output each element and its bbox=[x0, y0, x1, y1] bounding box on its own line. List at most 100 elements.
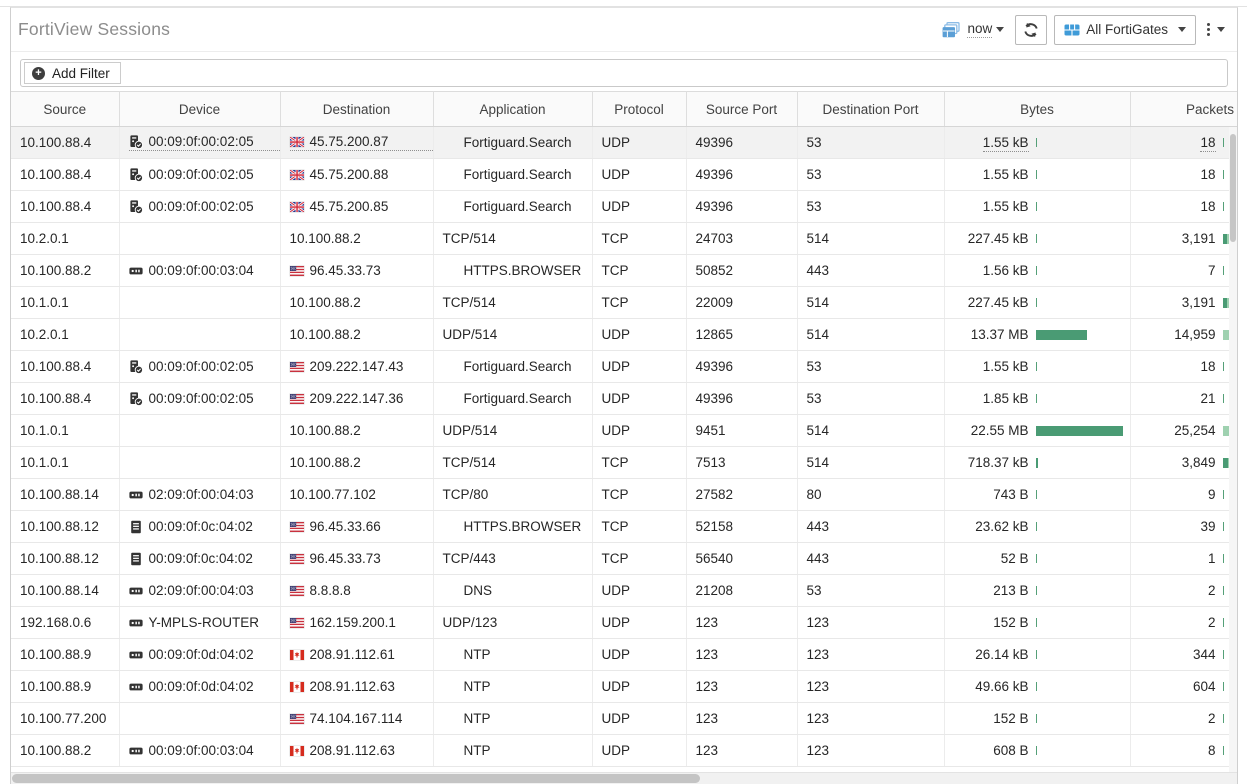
destination-ip[interactable]: 10.100.88.2 bbox=[289, 423, 361, 438]
device-id[interactable]: 02:09:0f:00:04:03 bbox=[148, 487, 254, 502]
column-header-device[interactable]: Device bbox=[119, 91, 281, 127]
application-name[interactable]: Fortiguard.Search bbox=[463, 167, 572, 182]
time-period-dropdown[interactable]: now bbox=[967, 21, 1005, 38]
destination-ip[interactable]: 8.8.8.8 bbox=[309, 583, 351, 598]
vertical-scrollbar-thumb[interactable] bbox=[1230, 134, 1236, 242]
horizontal-scrollbar-thumb[interactable] bbox=[12, 774, 700, 783]
bytes-value[interactable]: 152 B bbox=[993, 711, 1029, 726]
packets-value[interactable]: 2 bbox=[1207, 583, 1216, 598]
application-name[interactable]: UDP/514 bbox=[442, 423, 498, 438]
packets-value[interactable]: 18 bbox=[1200, 199, 1216, 214]
table-row[interactable]: 10.100.88.14 02:09:0f:00:04:03 8.8.8.8 DNS U… bbox=[11, 574, 1237, 607]
device-id[interactable]: 00:09:0f:00:03:04 bbox=[148, 263, 254, 278]
table-row[interactable]: 10.2.0.1 10.100.88.2 UDP/514 UDP 12865 514 13.… bbox=[11, 318, 1237, 351]
packets-value[interactable]: 39 bbox=[1200, 519, 1216, 534]
vertical-scrollbar[interactable] bbox=[1229, 127, 1237, 772]
destination-ip[interactable]: 162.159.200.1 bbox=[309, 615, 396, 630]
device-id[interactable]: Y-MPLS-ROUTER bbox=[148, 615, 260, 630]
source-ip[interactable]: 10.100.88.9 bbox=[20, 647, 92, 662]
bytes-value[interactable]: 1.85 kB bbox=[982, 391, 1029, 406]
bytes-value[interactable]: 152 B bbox=[993, 615, 1029, 630]
device-id[interactable]: 00:09:0f:00:02:05 bbox=[148, 359, 254, 374]
application-name[interactable]: UDP/123 bbox=[442, 615, 498, 630]
source-ip[interactable]: 10.100.88.14 bbox=[20, 583, 99, 598]
column-header-packets[interactable]: Packets bbox=[1130, 91, 1237, 127]
destination-ip[interactable]: 96.45.33.73 bbox=[309, 551, 381, 566]
destination-ip[interactable]: 10.100.88.2 bbox=[289, 327, 361, 342]
fortigate-selector-dropdown[interactable]: All FortiGates bbox=[1054, 14, 1196, 45]
table-row[interactable]: 10.100.88.9 00:09:0f:0d:04:02 208.91.112.6… bbox=[11, 670, 1237, 703]
source-ip[interactable]: 10.100.88.4 bbox=[20, 167, 92, 182]
application-name[interactable]: NTP bbox=[463, 743, 491, 758]
table-row[interactable]: 10.100.88.2 00:09:0f:00:03:04 208.91.112.6… bbox=[11, 734, 1237, 767]
table-row[interactable]: 10.1.0.1 10.100.88.2 UDP/514 UDP 9451 514 22.5… bbox=[11, 414, 1237, 447]
table-row[interactable]: 10.100.88.9 00:09:0f:0d:04:02 208.91.112.6… bbox=[11, 638, 1237, 671]
table-row[interactable]: 10.100.88.4 00:09:0f:00:02:05 45.75.200.87… bbox=[11, 126, 1237, 159]
source-ip[interactable]: 10.2.0.1 bbox=[20, 327, 69, 342]
application-name[interactable]: NTP bbox=[463, 679, 491, 694]
table-row[interactable]: 10.2.0.1 10.100.88.2 TCP/514 TCP 24703 514 227… bbox=[11, 222, 1237, 255]
destination-ip[interactable]: 209.222.147.36 bbox=[309, 391, 404, 406]
bytes-value[interactable]: 23.62 kB bbox=[975, 519, 1029, 534]
device-id[interactable]: 00:09:0f:00:02:05 bbox=[148, 391, 254, 406]
more-options-menu[interactable] bbox=[1203, 23, 1229, 36]
destination-ip[interactable]: 45.75.200.88 bbox=[309, 167, 389, 182]
destination-ip[interactable]: 45.75.200.87 bbox=[309, 134, 389, 149]
destination-ip[interactable]: 208.91.112.63 bbox=[309, 743, 395, 758]
column-header-destination-port[interactable]: Destination Port bbox=[797, 91, 945, 127]
bytes-value[interactable]: 26.14 kB bbox=[975, 647, 1029, 662]
column-header-destination[interactable]: Destination bbox=[280, 91, 434, 127]
bytes-value[interactable]: 608 B bbox=[993, 743, 1029, 758]
source-ip[interactable]: 10.1.0.1 bbox=[20, 455, 69, 470]
source-ip[interactable]: 10.1.0.1 bbox=[20, 295, 69, 310]
column-header-source[interactable]: Source bbox=[11, 91, 120, 127]
destination-ip[interactable]: 208.91.112.63 bbox=[309, 679, 395, 694]
table-row[interactable]: 10.1.0.1 10.100.88.2 TCP/514 TCP 7513 514 718.… bbox=[11, 446, 1237, 479]
device-id[interactable]: 02:09:0f:00:04:03 bbox=[148, 583, 254, 598]
application-name[interactable]: Fortiguard.Search bbox=[463, 359, 572, 374]
filter-bar[interactable]: + Add Filter bbox=[20, 59, 1228, 87]
source-ip[interactable]: 10.100.88.4 bbox=[20, 359, 92, 374]
application-name[interactable]: UDP/514 bbox=[442, 327, 498, 342]
packets-value[interactable]: 8 bbox=[1207, 743, 1216, 758]
table-row[interactable]: 10.100.88.12 00:09:0f:0c:04:02 96.45.33.66… bbox=[11, 510, 1237, 543]
packets-value[interactable]: 3,849 bbox=[1181, 455, 1216, 470]
application-name[interactable]: HTTPS.BROWSER bbox=[463, 519, 582, 534]
packets-value[interactable]: 14,959 bbox=[1174, 327, 1216, 342]
packets-value[interactable]: 7 bbox=[1207, 263, 1216, 278]
application-name[interactable]: Fortiguard.Search bbox=[463, 135, 572, 150]
bytes-value[interactable]: 1.55 kB bbox=[982, 135, 1029, 152]
bytes-value[interactable]: 52 B bbox=[1000, 551, 1029, 566]
bytes-value[interactable]: 213 B bbox=[993, 583, 1029, 598]
source-ip[interactable]: 10.100.88.14 bbox=[20, 487, 99, 502]
packets-value[interactable]: 344 bbox=[1192, 647, 1216, 662]
application-name[interactable]: TCP/80 bbox=[442, 487, 489, 502]
packets-value[interactable]: 18 bbox=[1200, 167, 1216, 182]
packets-value[interactable]: 3,191 bbox=[1181, 295, 1216, 310]
source-ip[interactable]: 10.100.77.200 bbox=[20, 711, 107, 726]
application-name[interactable]: Fortiguard.Search bbox=[463, 391, 572, 406]
source-ip[interactable]: 10.100.88.12 bbox=[20, 551, 99, 566]
table-row[interactable]: 10.100.88.4 00:09:0f:00:02:05 45.75.200.85… bbox=[11, 190, 1237, 223]
application-name[interactable]: TCP/443 bbox=[442, 551, 496, 566]
device-id[interactable]: 00:09:0f:00:03:04 bbox=[148, 743, 254, 758]
packets-value[interactable]: 21 bbox=[1200, 391, 1216, 406]
application-name[interactable]: HTTPS.BROWSER bbox=[463, 263, 582, 278]
source-ip[interactable]: 10.2.0.1 bbox=[20, 231, 69, 246]
column-header-bytes[interactable]: Bytes bbox=[944, 91, 1131, 127]
bytes-value[interactable]: 718.37 kB bbox=[967, 455, 1029, 470]
bytes-value[interactable]: 1.56 kB bbox=[982, 263, 1029, 278]
table-row[interactable]: 10.100.88.2 00:09:0f:00:03:04 96.45.33.73 H… bbox=[11, 254, 1237, 287]
horizontal-scrollbar[interactable] bbox=[11, 772, 1237, 784]
packets-value[interactable]: 18 bbox=[1200, 359, 1216, 374]
application-name[interactable]: DNS bbox=[463, 583, 493, 598]
bytes-value[interactable]: 227.45 kB bbox=[967, 231, 1029, 246]
source-ip[interactable]: 10.100.88.4 bbox=[20, 391, 92, 406]
bytes-value[interactable]: 1.55 kB bbox=[982, 167, 1029, 182]
refresh-button[interactable] bbox=[1015, 14, 1048, 45]
source-ip[interactable]: 10.100.88.2 bbox=[20, 263, 92, 278]
packets-value[interactable]: 18 bbox=[1200, 135, 1216, 152]
column-header-protocol[interactable]: Protocol bbox=[592, 91, 687, 127]
destination-ip[interactable]: 10.100.77.102 bbox=[289, 487, 376, 502]
destination-ip[interactable]: 96.45.33.73 bbox=[309, 263, 381, 278]
